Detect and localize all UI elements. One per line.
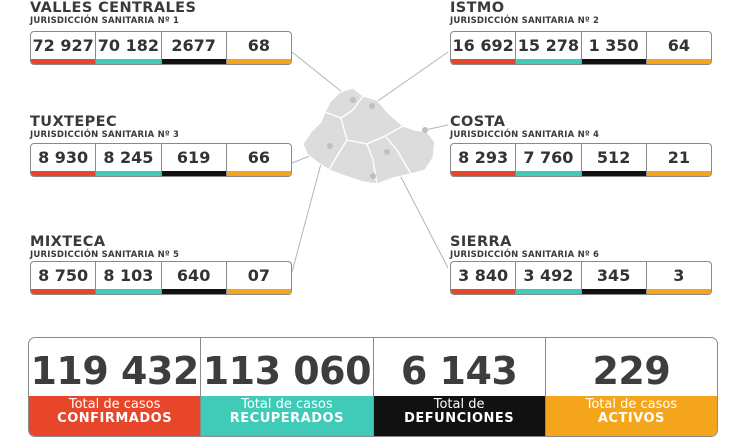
region-valles-centrales: VALLES CENTRALES JURISDICCIÓN SANITARIA … xyxy=(30,0,292,65)
region-jurisdiction: JURISDICCIÓN SANITARIA Nº 4 xyxy=(450,130,600,140)
active-value: 68 xyxy=(226,32,291,64)
total-deaths-label: Total de DEFUNCIONES xyxy=(373,396,545,436)
label-line2: CONFIRMADOS xyxy=(57,411,173,426)
deaths-value: 512 xyxy=(581,144,647,176)
total-confirmed-value: 119 432 xyxy=(30,349,199,393)
total-recovered: 113 060 Total de casos RECUPERADOS xyxy=(201,338,374,436)
total-confirmed: 119 432 Total de casos CONFIRMADOS xyxy=(29,338,202,436)
recovered-value: 8 245 xyxy=(96,144,162,176)
total-confirmed-label: Total de casos CONFIRMADOS xyxy=(29,396,201,436)
confirmed-value: 16 692 xyxy=(451,32,517,64)
label-line1: Total de xyxy=(433,397,485,412)
region-name: MIXTECA xyxy=(30,234,106,250)
region-istmo: ISTMO JURISDICCIÓN SANITARIA Nº 2 16 692… xyxy=(450,0,712,65)
totals-panel: 119 432 Total de casos CONFIRMADOS 113 0… xyxy=(28,337,718,437)
recovered-value: 3 492 xyxy=(516,262,582,294)
region-tuxtepec: TUXTEPEC JURISDICCIÓN SANITARIA Nº 3 8 9… xyxy=(30,114,292,177)
active-value: 3 xyxy=(646,262,711,294)
total-active-value: 229 xyxy=(592,349,671,393)
region-stats: 16 692 15 278 1 350 64 xyxy=(450,31,712,65)
recovered-value: 15 278 xyxy=(516,32,582,64)
total-deaths-value: 6 143 xyxy=(400,349,518,393)
deaths-value: 1 350 xyxy=(581,32,647,64)
total-active-label: Total de casos ACTIVOS xyxy=(545,396,717,436)
region-name: COSTA xyxy=(450,114,506,130)
confirmed-value: 8 930 xyxy=(31,144,97,176)
recovered-value: 70 182 xyxy=(96,32,162,64)
recovered-value: 8 103 xyxy=(96,262,162,294)
label-line1: Total de casos xyxy=(68,397,161,412)
label-line2: ACTIVOS xyxy=(597,411,665,426)
active-value: 66 xyxy=(226,144,291,176)
region-stats: 8 930 8 245 619 66 xyxy=(30,143,292,177)
label-line1: Total de casos xyxy=(241,397,333,412)
active-value: 07 xyxy=(226,262,291,294)
total-recovered-value: 113 060 xyxy=(202,349,372,393)
region-stats: 3 840 3 492 345 3 xyxy=(450,261,712,295)
region-jurisdiction: JURISDICCIÓN SANITARIA Nº 6 xyxy=(450,250,600,260)
region-name: SIERRA xyxy=(450,234,512,250)
deaths-value: 619 xyxy=(161,144,227,176)
deaths-value: 640 xyxy=(161,262,227,294)
region-jurisdiction: JURISDICCIÓN SANITARIA Nº 3 xyxy=(30,130,180,140)
region-stats: 8 293 7 760 512 21 xyxy=(450,143,712,177)
confirmed-value: 8 293 xyxy=(451,144,517,176)
confirmed-value: 8 750 xyxy=(31,262,97,294)
total-deaths: 6 143 Total de DEFUNCIONES xyxy=(373,338,546,436)
total-active: 229 Total de casos ACTIVOS xyxy=(545,338,717,436)
confirmed-value: 3 840 xyxy=(451,262,517,294)
region-name: ISTMO xyxy=(450,0,505,16)
oaxaca-state-map-icon xyxy=(302,87,436,185)
label-line2: DEFUNCIONES xyxy=(404,411,515,426)
deaths-value: 2677 xyxy=(161,32,227,64)
region-stats: 8 750 8 103 640 07 xyxy=(30,261,292,295)
active-value: 21 xyxy=(646,144,711,176)
label-line2: RECUPERADOS xyxy=(229,411,344,426)
region-stats: 72 927 70 182 2677 68 xyxy=(30,31,292,65)
region-jurisdiction: JURISDICCIÓN SANITARIA Nº 2 xyxy=(450,16,600,26)
total-recovered-label: Total de casos RECUPERADOS xyxy=(201,396,373,436)
region-name: VALLES CENTRALES xyxy=(30,0,197,16)
label-line1: Total de casos xyxy=(585,397,678,412)
region-mixteca: MIXTECA JURISDICCIÓN SANITARIA Nº 5 8 75… xyxy=(30,234,292,295)
confirmed-value: 72 927 xyxy=(31,32,97,64)
region-name: TUXTEPEC xyxy=(30,114,118,130)
region-costa: COSTA JURISDICCIÓN SANITARIA Nº 4 8 293 … xyxy=(450,114,712,177)
recovered-value: 7 760 xyxy=(516,144,582,176)
region-sierra: SIERRA JURISDICCIÓN SANITARIA Nº 6 3 840… xyxy=(450,234,712,295)
region-jurisdiction: JURISDICCIÓN SANITARIA Nº 5 xyxy=(30,250,180,260)
deaths-value: 345 xyxy=(581,262,647,294)
region-jurisdiction: JURISDICCIÓN SANITARIA Nº 1 xyxy=(30,16,180,26)
active-value: 64 xyxy=(646,32,711,64)
